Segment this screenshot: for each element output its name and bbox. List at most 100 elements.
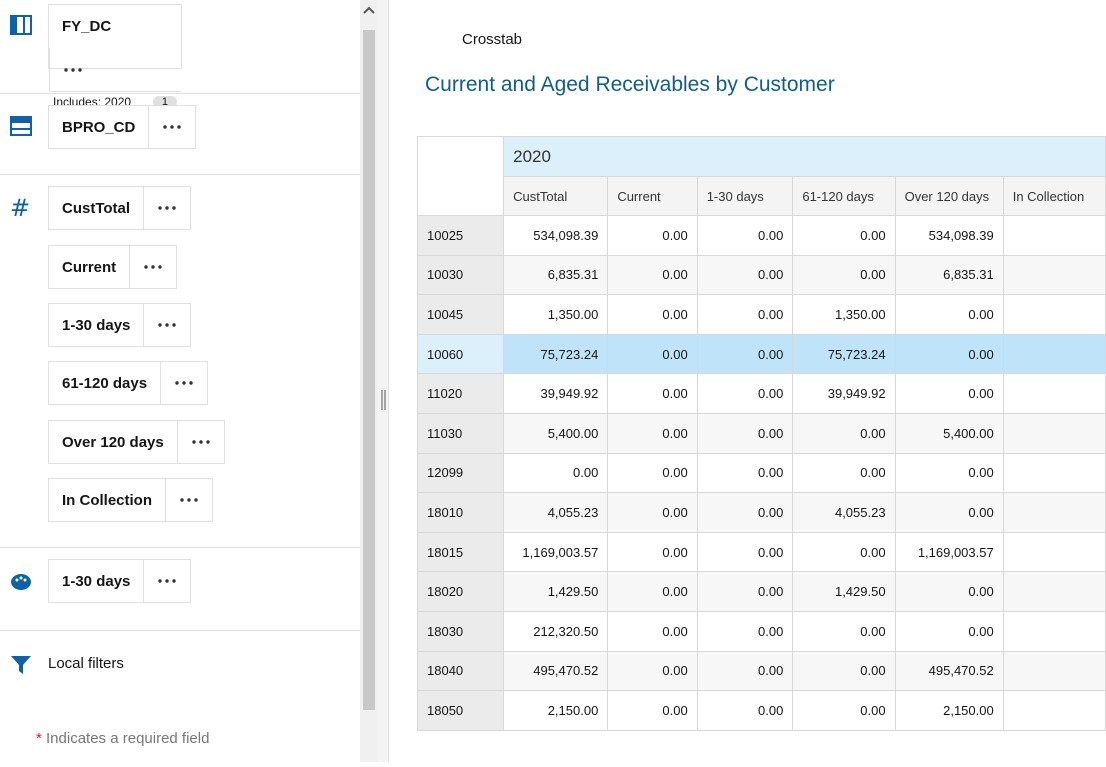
data-row[interactable]: 18020 1,429.50 0.00 0.00 1,429.50 0.00 — [416, 571, 1106, 612]
value-cell: 0.00 — [696, 215, 794, 256]
corner-cell — [416, 136, 505, 216]
value-cell — [1002, 650, 1106, 692]
value-cell: 0.00 — [696, 492, 794, 533]
row-header: 18010 — [416, 492, 505, 533]
field-chip[interactable]: CustTotal — [48, 186, 192, 230]
scroll-thumb[interactable] — [363, 30, 375, 710]
ellipsis-icon — [175, 381, 193, 385]
value-cell: 0.00 — [607, 333, 698, 375]
data-row[interactable]: 10045 1,350.00 0.00 0.00 1,350.00 0.00 — [416, 294, 1106, 335]
value-cell: 495,470.52 — [894, 650, 1004, 692]
column-header[interactable]: 1-30 days — [696, 176, 794, 216]
more-button[interactable] — [49, 48, 96, 91]
value-cell: 0.00 — [792, 610, 896, 652]
data-row[interactable]: 18040 495,470.52 0.00 0.00 0.00 495,470.52 — [416, 650, 1106, 692]
more-button[interactable] — [129, 246, 176, 288]
value-cell: 0.00 — [792, 452, 896, 494]
value-cell: 0.00 — [696, 254, 794, 296]
data-panel: # Local filters * Indicates a required f… — [0, 0, 360, 762]
chip-label: FY_DC — [62, 18, 112, 35]
value-cell — [1002, 412, 1106, 454]
row-header: 11030 — [416, 412, 505, 454]
value-cell — [1002, 254, 1106, 296]
divider — [0, 547, 360, 548]
data-row[interactable]: 18010 4,055.23 0.00 0.00 4,055.23 0.00 — [416, 492, 1106, 533]
divider — [0, 174, 360, 175]
chip-label: Over 120 days — [62, 433, 164, 451]
chip-label: Current — [62, 258, 117, 276]
chip-label: CustTotal — [62, 199, 131, 217]
field-chip[interactable]: Current — [48, 245, 178, 289]
data-row[interactable]: 18015 1,169,003.57 0.00 0.00 0.00 1,169,003.5… — [416, 531, 1106, 573]
more-button[interactable] — [143, 560, 190, 602]
row-header: 10030 — [416, 254, 505, 296]
data-row[interactable]: 18050 2,150.00 0.00 0.00 0.00 2,150.00 — [416, 690, 1106, 731]
value-cell: 0.00 — [792, 690, 896, 731]
more-button[interactable] — [160, 362, 207, 404]
field-chip[interactable]: 1-30 days — [48, 303, 192, 347]
field-chip[interactable]: 1-30 days — [48, 559, 192, 603]
scroll-up[interactable] — [360, 0, 378, 20]
value-cell: 0.00 — [607, 412, 698, 454]
column-header[interactable]: Current — [607, 176, 698, 216]
local-filters[interactable]: Local filters — [48, 655, 124, 672]
value-cell: 0.00 — [696, 531, 794, 573]
ellipsis-icon — [192, 440, 210, 444]
value-cell — [1002, 492, 1106, 533]
value-cell: 0.00 — [607, 373, 698, 414]
value-cell: 0.00 — [894, 452, 1004, 494]
field-chip[interactable]: In Collection — [48, 478, 213, 522]
value-cell: 0.00 — [696, 571, 794, 612]
value-cell: 39,949.92 — [792, 373, 896, 414]
value-cell: 0.00 — [792, 412, 896, 454]
field-chip[interactable]: BPRO_CD — [48, 105, 197, 149]
value-cell — [1002, 452, 1106, 494]
data-row[interactable]: 10025 534,098.39 0.00 0.00 0.00 534,098.39 — [416, 215, 1106, 256]
value-cell: 0.00 — [503, 452, 609, 494]
field-chip[interactable]: Over 120 days — [48, 420, 225, 464]
more-button[interactable] — [165, 479, 212, 521]
data-row[interactable]: 10060 75,723.24 0.00 0.00 75,723.24 0.00 — [416, 333, 1106, 375]
crosstab: 2020 CustTotal Current 1-30 days 61-120 days… — [416, 136, 1106, 731]
field-chip[interactable]: FY_DC Includes: 2020 1 — [48, 4, 182, 109]
more-button[interactable] — [148, 106, 195, 148]
value-cell: 0.00 — [607, 254, 698, 296]
value-cell: 0.00 — [607, 531, 698, 573]
value-cell: 0.00 — [792, 215, 896, 256]
value-cell: 75,723.24 — [503, 333, 609, 375]
more-button[interactable] — [143, 304, 190, 346]
value-cell — [1002, 294, 1106, 335]
value-cell: 1,350.00 — [792, 294, 896, 335]
column-header[interactable]: 61-120 days — [792, 176, 896, 216]
value-cell: 6,835.31 — [503, 254, 609, 296]
value-cell: 1,169,003.57 — [894, 531, 1004, 573]
svg-text:#: # — [10, 197, 30, 219]
ellipsis-icon — [158, 206, 176, 210]
ellipsis-icon — [64, 67, 82, 72]
tab-label[interactable]: Crosstab — [462, 31, 523, 48]
ellipsis-icon — [163, 125, 182, 129]
count-badge: 1 — [152, 95, 177, 108]
report-title: Current and Aged Receivables by Customer — [425, 73, 835, 96]
data-row[interactable]: 11020 39,949.92 0.00 0.00 39,949.92 0.00 — [416, 373, 1106, 414]
column-header[interactable]: Over 120 days — [894, 176, 1004, 216]
value-cell: 0.00 — [607, 610, 698, 652]
year-header[interactable]: 2020 — [503, 136, 1106, 177]
data-row[interactable]: 18030 212,320.50 0.00 0.00 0.00 0.00 — [416, 610, 1106, 652]
data-row[interactable]: 11030 5,400.00 0.00 0.00 0.00 5,400.00 — [416, 412, 1106, 454]
row-header: 11020 — [416, 373, 505, 414]
value-cell: 534,098.39 — [503, 215, 609, 256]
data-row[interactable]: 10030 6,835.31 0.00 0.00 0.00 6,835.31 — [416, 254, 1106, 296]
value-cell: 0.00 — [792, 650, 896, 692]
data-row[interactable]: 12099 0.00 0.00 0.00 0.00 0.00 — [416, 452, 1106, 494]
value-cell — [1002, 610, 1106, 652]
field-chip[interactable]: 61-120 days — [48, 361, 209, 405]
column-header[interactable]: In Collection — [1002, 176, 1106, 216]
more-button[interactable] — [143, 187, 190, 229]
value-cell: 0.00 — [607, 571, 698, 612]
more-button[interactable] — [176, 421, 224, 463]
value-cell: 39,949.92 — [503, 373, 609, 414]
column-header[interactable]: CustTotal — [503, 176, 609, 216]
splitter[interactable] — [378, 0, 389, 762]
value-cell: 0.00 — [696, 610, 794, 652]
